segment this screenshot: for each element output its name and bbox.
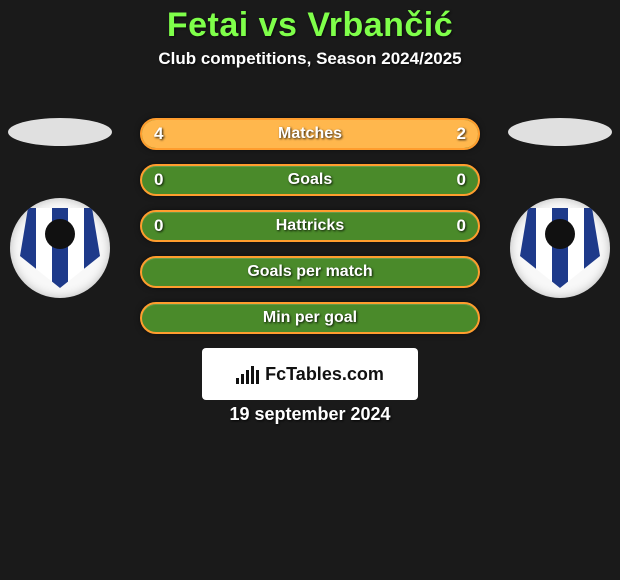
stat-row: Min per goal <box>140 302 480 334</box>
stat-value-right: 2 <box>457 124 466 144</box>
brand-badge: FcTables.com <box>202 348 418 400</box>
brand-text: FcTables.com <box>265 364 384 385</box>
stats-panel: Matches 4 2 Goals 0 0 Hattricks 0 0 Goals per mat… <box>140 118 480 334</box>
player-left-club-badge <box>10 198 110 298</box>
stat-row: Goals per match <box>140 256 480 288</box>
infographic: Fetai vs Vrbančić Club competitions, Sea… <box>0 0 620 580</box>
stat-label: Min per goal <box>263 309 357 327</box>
club-crest-right <box>520 208 600 288</box>
stat-value-left: 4 <box>154 124 163 144</box>
player-right-club-badge <box>510 198 610 298</box>
player-right-shadow <box>508 118 612 146</box>
player-left-slot <box>8 118 112 298</box>
date-label: 19 september 2024 <box>0 404 620 425</box>
stat-label: Goals <box>288 171 332 189</box>
stat-label: Goals per match <box>247 263 372 281</box>
subtitle: Club competitions, Season 2024/2025 <box>0 49 620 69</box>
player-left-shadow <box>8 118 112 146</box>
stat-value-right: 0 <box>457 216 466 236</box>
club-crest-left <box>20 208 100 288</box>
stat-value-right: 0 <box>457 170 466 190</box>
page-title: Fetai vs Vrbančić <box>0 0 620 45</box>
stat-row: Matches 4 2 <box>140 118 480 150</box>
brand-bars-icon <box>236 364 259 384</box>
stat-value-left: 0 <box>154 216 163 236</box>
stat-row: Hattricks 0 0 <box>140 210 480 242</box>
stat-label: Matches <box>278 125 342 143</box>
player-right-slot <box>508 118 612 298</box>
stat-label: Hattricks <box>276 217 344 235</box>
stat-value-left: 0 <box>154 170 163 190</box>
stat-row: Goals 0 0 <box>140 164 480 196</box>
